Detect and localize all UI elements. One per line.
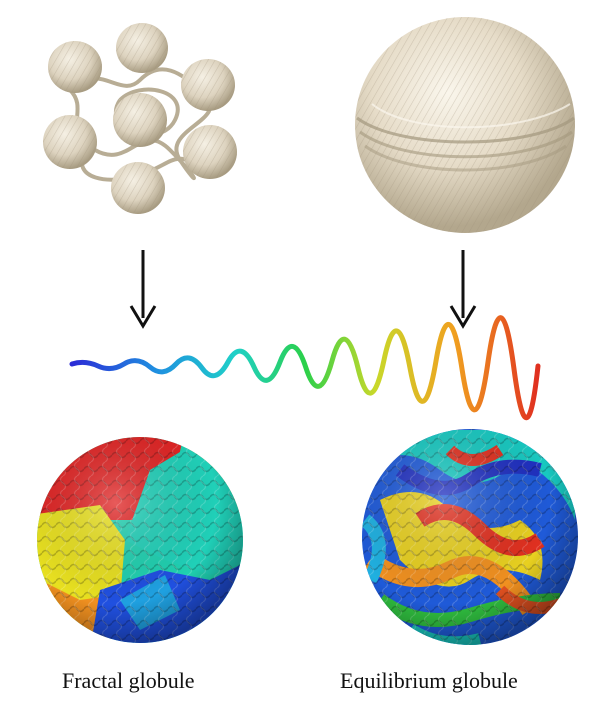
caption-equilibrium-globule: Equilibrium globule	[340, 668, 518, 693]
equilibrium-globule-icon	[362, 429, 578, 645]
caption-fractal-globule: Fractal globule	[62, 668, 195, 693]
down-arrow-icon	[449, 250, 477, 329]
down-arrow-icon	[129, 250, 157, 329]
twine-ball-icon	[355, 17, 575, 233]
polymer-chain-icon	[69, 315, 541, 421]
twine-ball-cluster-icon	[43, 23, 237, 214]
fractal-globule-icon	[37, 437, 243, 643]
